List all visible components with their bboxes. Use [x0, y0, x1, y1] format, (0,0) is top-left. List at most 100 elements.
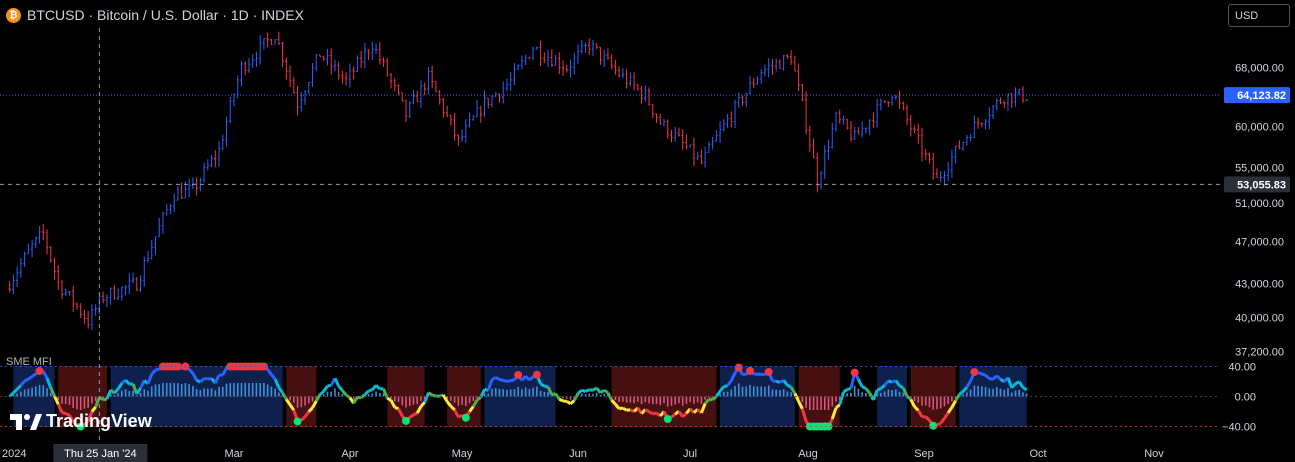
symbol-title-text: BTCUSD · Bitcoin / U.S. Dollar · 1D · IN…	[27, 7, 304, 23]
indicator-oscillator-segment	[670, 412, 677, 419]
indicator-histogram-bar	[296, 396, 299, 408]
indicator-oscillator-segment	[453, 409, 460, 418]
indicator-histogram-bar	[169, 383, 172, 397]
currency-button[interactable]: USD	[1228, 4, 1290, 27]
indicator-histogram-bar	[939, 396, 942, 409]
indicator-histogram-bar	[502, 389, 505, 397]
indicator-histogram-bar	[536, 386, 538, 397]
indicator-oscillator-segment	[546, 386, 554, 396]
indicator-histogram-bar	[599, 394, 602, 397]
indicator-histogram-bar	[27, 388, 30, 397]
indicator-histogram-bar	[270, 386, 273, 397]
indicator-histogram-bar	[902, 392, 905, 397]
time-tick-label: May	[452, 448, 473, 460]
indicator-oscillator-segment	[146, 373, 154, 385]
indicator-histogram-bar	[375, 391, 377, 397]
indicator-oscillator-segment	[718, 385, 725, 393]
indicator-histogram-bar	[696, 396, 699, 403]
indicator-histogram-bar	[221, 386, 224, 397]
indicator-histogram-bar	[57, 396, 60, 400]
candlestick-series	[8, 31, 1028, 331]
indicator-histogram-bar	[827, 396, 830, 410]
indicator-histogram-bar	[244, 383, 247, 397]
indicator-histogram-bar	[909, 396, 912, 398]
indicator-oscillator-segment	[476, 396, 482, 402]
indicator-histogram-bar	[992, 388, 994, 397]
tradingview-brand[interactable]: TradingView	[8, 409, 152, 433]
indicator-histogram-bar	[674, 396, 677, 405]
indicator-oscillator-segment	[879, 384, 886, 390]
indicator-histogram-bar	[637, 396, 639, 402]
time-tick-label: Oct	[1029, 448, 1046, 460]
indicator-histogram-bar	[412, 396, 415, 405]
last-price-label-bg	[1224, 87, 1290, 104]
indicator-histogram-bar	[465, 396, 467, 407]
indicator-histogram-bar	[887, 389, 890, 397]
indicator-oscillator-segment	[577, 389, 583, 395]
symbol-title[interactable]: ₿ BTCUSD · Bitcoin / U.S. Dollar · 1D · …	[6, 5, 304, 25]
indicator-oscillator-segment	[655, 411, 662, 418]
indicator-histogram-bar	[379, 393, 381, 397]
indicator-histogram-bar	[91, 396, 93, 404]
indicator-oscillator-segment	[793, 392, 800, 402]
indicator-histogram-bar	[468, 396, 471, 404]
indicator-oscillator-segment	[871, 389, 879, 401]
indicator-histogram-bar	[8, 396, 11, 397]
indicator-oscillator-segment	[31, 372, 37, 378]
indicator-buy-signal-dot	[461, 413, 470, 422]
indicator-oscillator-segment	[544, 384, 549, 389]
indicator-histogram-bar	[83, 396, 86, 409]
indicator-sell-signal-dot	[173, 362, 182, 371]
indicator-histogram-bar	[307, 396, 310, 404]
indicator-histogram-bar	[741, 386, 744, 397]
indicator-oscillator-segment	[468, 405, 475, 413]
indicator-oscillator-segment	[281, 391, 288, 401]
indicator-histogram-bar	[797, 396, 800, 399]
indicator-oscillator-segment	[692, 408, 699, 414]
indicator-oscillator-segment	[45, 377, 53, 389]
indicator-oscillator-segment	[984, 374, 991, 380]
indicator-histogram-bar	[651, 396, 654, 405]
indicator-histogram-bar	[453, 396, 456, 403]
indicator-histogram-bar	[595, 392, 598, 397]
indicator-histogram-bar	[947, 396, 949, 404]
indicator-oscillator-segment	[1014, 380, 1020, 385]
indicator-histogram-bar	[681, 396, 684, 406]
indicator-oscillator-segment	[135, 387, 142, 395]
indicator-histogram-bar	[898, 391, 901, 397]
indicator-histogram-bar	[999, 388, 1002, 397]
indicator-histogram-bar	[749, 384, 751, 397]
indicator-histogram-bar	[693, 396, 695, 404]
indicator-tick-label: 0.00	[1235, 392, 1256, 404]
indicator-histogram-bar	[876, 393, 878, 397]
indicator-oscillator-segment	[363, 389, 370, 396]
indicator-label[interactable]: SME MFI	[6, 356, 52, 368]
indicator-oscillator-segment	[360, 393, 366, 399]
indicator-tick-label: −40.00	[1222, 422, 1256, 434]
time-tick-label: 2024	[2, 448, 26, 460]
indicator-oscillator-segment	[789, 386, 797, 395]
indicator-sell-signal-dot	[746, 366, 754, 375]
indicator-histogram-bar	[782, 389, 785, 397]
time-tick-label: Jul	[683, 448, 697, 460]
indicator-oscillator-segment	[303, 410, 310, 418]
indicator-sell-signal-dot	[532, 370, 541, 379]
indicator-oscillator-segment	[415, 405, 423, 414]
indicator-oscillator-segment	[94, 396, 101, 408]
indicator-histogram-bar	[670, 396, 673, 406]
indicator-oscillator-segment	[41, 370, 49, 379]
indicator-oscillator-segment	[800, 408, 808, 422]
indicator-histogram-bar	[408, 396, 411, 406]
indicator-oscillator-segment	[491, 376, 497, 381]
indicator-oscillator-segment	[120, 378, 127, 385]
indicator-oscillator-segment	[995, 374, 1002, 381]
indicator-oscillator-segment	[681, 412, 688, 418]
indicator-histogram-bar	[251, 383, 254, 397]
indicator-oscillator-segment	[629, 408, 635, 413]
indicator-histogram-bar	[461, 396, 463, 405]
indicator-oscillator-segment	[652, 411, 657, 416]
indicator-oscillator-segment	[109, 388, 116, 395]
indicator-oscillator-segment	[319, 390, 325, 396]
indicator-oscillator-segment	[599, 388, 606, 395]
